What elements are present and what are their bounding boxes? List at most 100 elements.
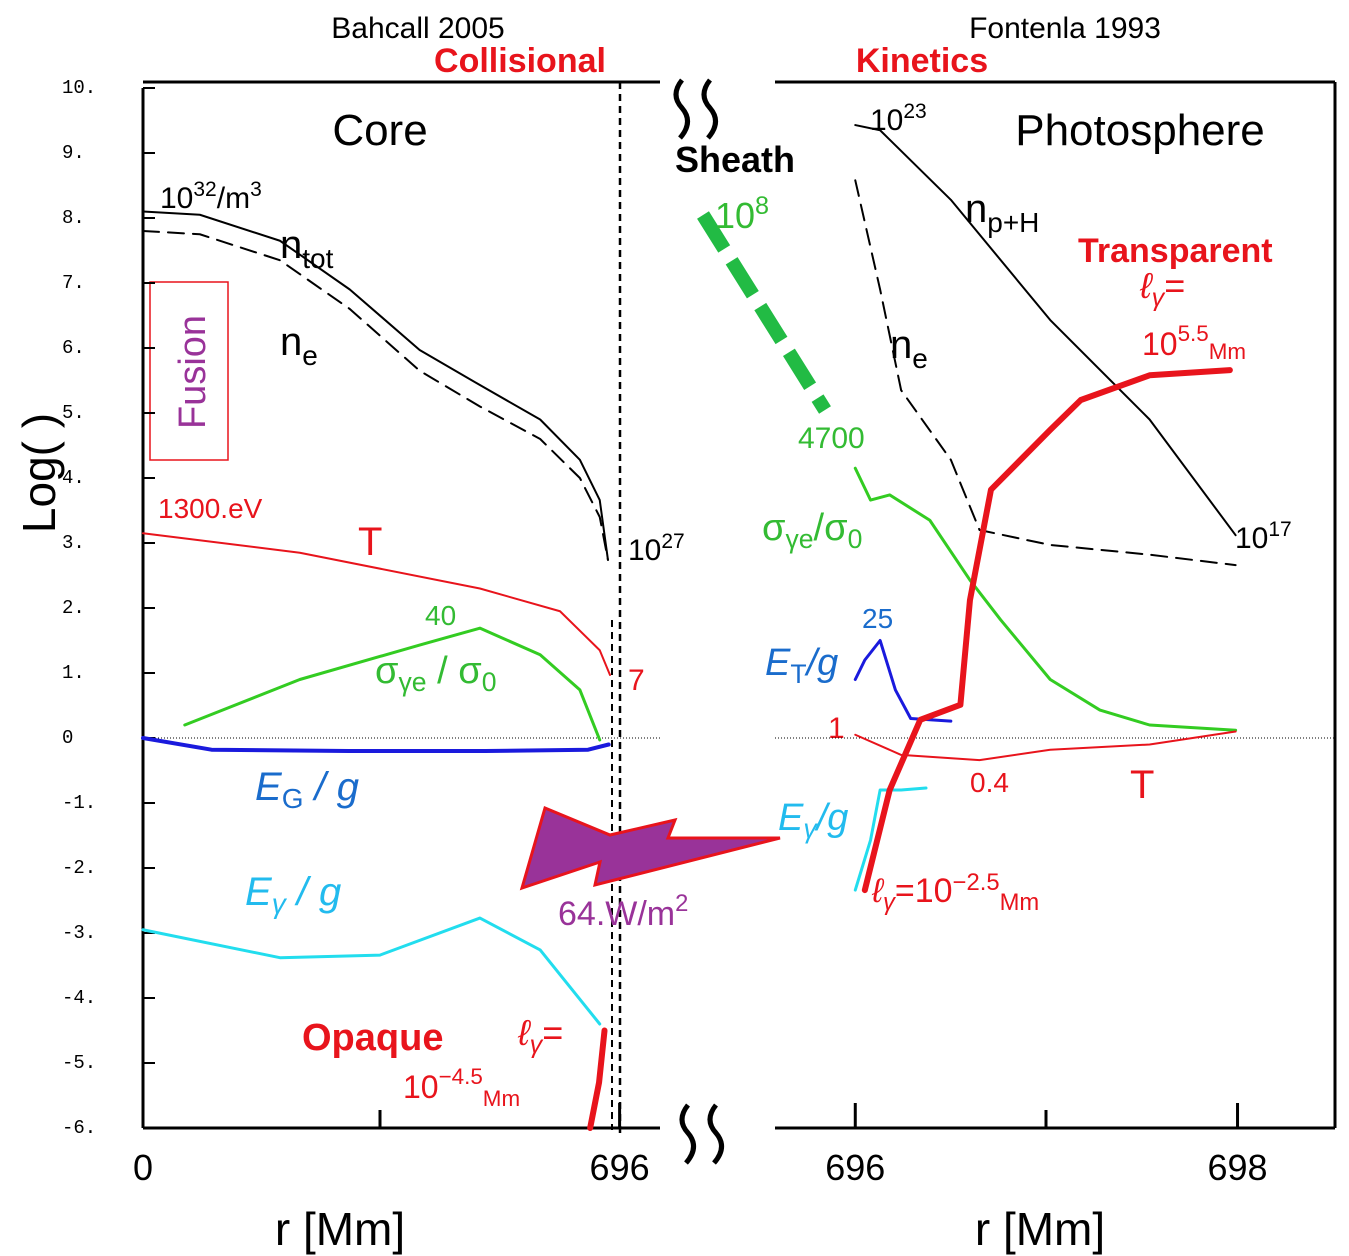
label: 0.4 — [970, 767, 1009, 798]
series-line — [141, 916, 602, 1026]
y-tick-label: 3. — [62, 532, 85, 554]
label: Mm — [1000, 889, 1040, 916]
label: γ — [272, 888, 288, 919]
label: = — [1164, 265, 1185, 306]
label: n — [965, 187, 987, 231]
y-tick-label: 1. — [62, 662, 85, 684]
label: 1017 — [1235, 518, 1292, 555]
label: Opaque — [302, 1017, 443, 1059]
y-tick-label: 6. — [62, 337, 85, 359]
label: 1300.eV — [158, 493, 263, 524]
label: 40 — [425, 600, 456, 631]
label: / g — [303, 765, 359, 809]
y-tick-label: -5. — [62, 1052, 96, 1074]
label: ne — [890, 323, 928, 374]
label: −2.5 — [953, 869, 1000, 896]
label: /m — [217, 182, 250, 215]
label: = — [542, 1012, 563, 1053]
x-axis-label: r [Mm] — [275, 1203, 405, 1255]
label: γ — [530, 1031, 544, 1059]
y-tick-label: 5. — [62, 402, 85, 424]
label: n — [280, 223, 302, 267]
label: 10−4.5Mm — [403, 1064, 520, 1111]
series-line — [853, 466, 1238, 732]
sheath-line — [697, 211, 831, 414]
label: Photosphere — [1015, 106, 1265, 155]
series-line — [853, 639, 953, 723]
label: ntot — [280, 223, 334, 274]
y-tick-label: -4. — [62, 987, 96, 1009]
label: Transparent — [1078, 232, 1273, 270]
label: 17 — [1268, 518, 1291, 541]
label: ne — [280, 320, 318, 371]
label: 10 — [403, 1069, 439, 1105]
label: 8 — [755, 192, 769, 220]
label: 1032/m3 — [160, 178, 262, 215]
label: /g — [804, 642, 839, 684]
label: 0 — [482, 667, 497, 697]
label: p+H — [987, 207, 1039, 238]
header: Fontenla 1993 — [969, 12, 1161, 45]
label: 10 — [715, 195, 755, 236]
label: Eγ/g — [778, 797, 848, 844]
label: n — [890, 323, 912, 367]
fusion-box — [149, 281, 229, 461]
x-tick-label: 696 — [825, 1147, 885, 1188]
y-tick-label: -1. — [62, 792, 96, 814]
label: 5.5 — [1178, 321, 1209, 346]
series-line — [854, 730, 1237, 762]
series-line — [141, 736, 611, 753]
label: 1023 — [870, 100, 927, 137]
y-tick-label: 9. — [62, 142, 85, 164]
y-tick-label: -6. — [62, 1117, 96, 1139]
label: Sheath — [675, 139, 795, 180]
label: e — [912, 343, 928, 374]
y-tick-label: 8. — [62, 207, 85, 229]
label: γ — [803, 814, 818, 844]
label: 32 — [193, 178, 216, 201]
y-tick-label: -3. — [62, 922, 96, 944]
label: / σ — [427, 650, 482, 692]
label: /g — [814, 797, 849, 839]
label: γe — [785, 524, 813, 554]
series-line — [142, 230, 609, 561]
label: Kinetics — [856, 42, 988, 80]
x-tick-label: 698 — [1207, 1147, 1267, 1188]
label: np+H — [965, 187, 1039, 238]
series-line — [587, 1027, 608, 1131]
label: 1 — [828, 712, 845, 745]
label: ℓ — [871, 872, 885, 910]
label: σγe / σ0 — [375, 650, 496, 697]
label: Fusion — [172, 315, 214, 429]
label: 7 — [628, 664, 645, 697]
y-tick-label: 10. — [62, 77, 96, 99]
label: 10 — [160, 182, 193, 215]
label: σ — [375, 650, 398, 692]
label: ℓ — [517, 1012, 532, 1053]
label: γe — [398, 667, 426, 697]
series-line — [183, 626, 602, 742]
lightning — [519, 805, 781, 891]
label: ℓ — [1139, 265, 1154, 306]
y-tick-label: 2. — [62, 597, 85, 619]
label: T — [358, 520, 382, 564]
label: Mm — [1209, 339, 1246, 364]
label: 0 — [848, 524, 863, 554]
label: 10 — [628, 534, 661, 567]
label: =10 — [895, 872, 953, 910]
label: /σ — [814, 507, 848, 549]
x-tick-label: 0 — [133, 1147, 153, 1188]
axis-break — [673, 78, 724, 1165]
label: 1027 — [628, 530, 685, 567]
label: ℓγ= — [1139, 265, 1185, 312]
label: 108 — [715, 192, 769, 236]
y-tick-label: 4. — [62, 467, 85, 489]
series-line — [142, 532, 612, 676]
label: 105.5Mm — [1142, 321, 1246, 364]
label: ℓγ= — [517, 1012, 563, 1059]
label: Collisional — [434, 42, 606, 80]
series-line — [854, 124, 1237, 537]
label: E — [765, 642, 791, 684]
x-axis-label: r [Mm] — [975, 1203, 1105, 1255]
